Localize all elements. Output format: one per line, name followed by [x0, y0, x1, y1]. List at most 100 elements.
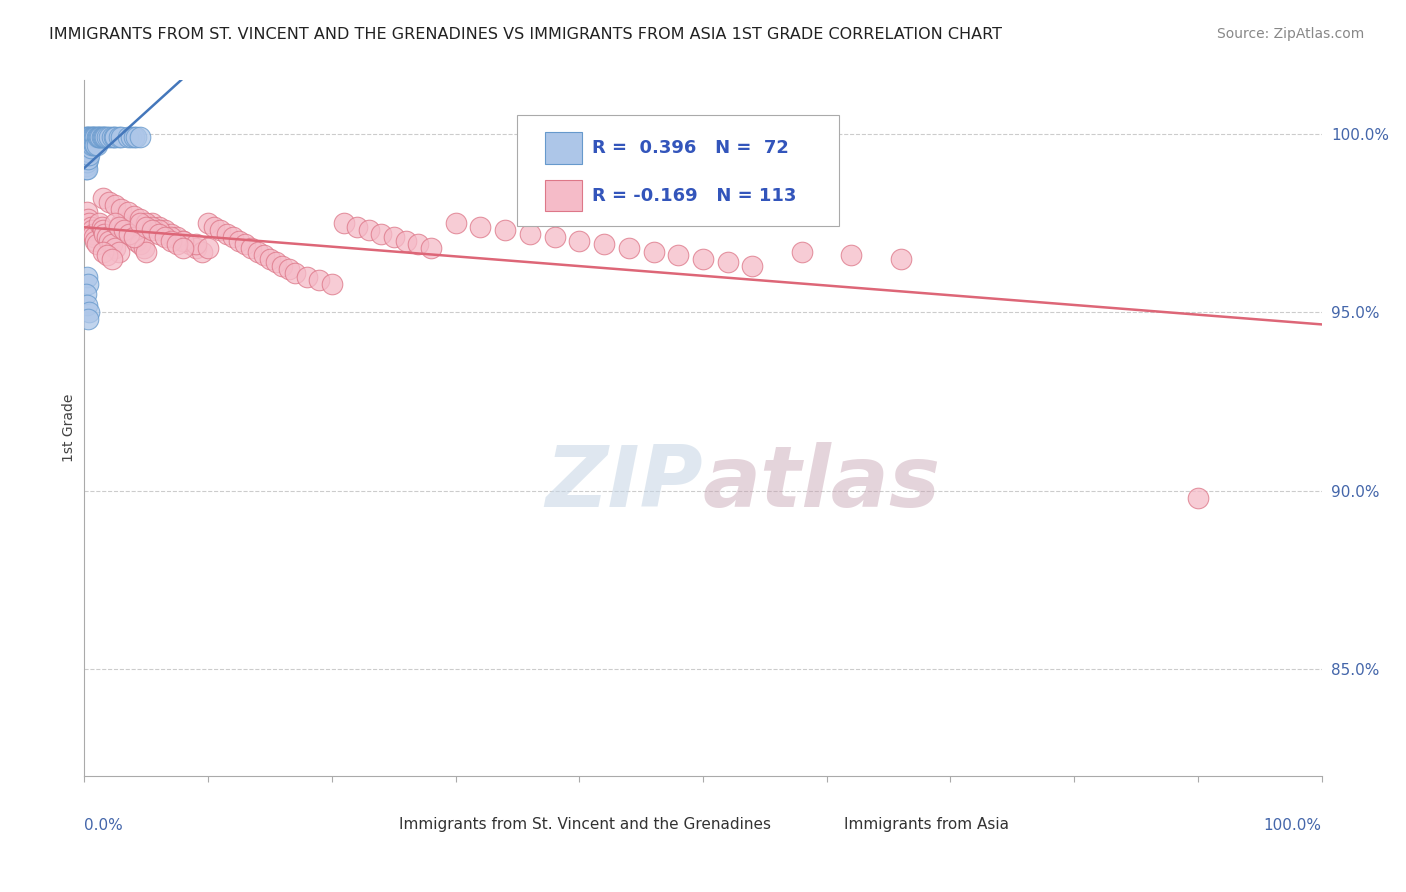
- Point: [122, 209, 145, 223]
- Point: [98, 234, 121, 248]
- Text: atlas: atlas: [703, 442, 941, 525]
- Point: [246, 244, 269, 259]
- Point: [76, 152, 98, 166]
- Point: [82, 227, 104, 241]
- Point: [77, 152, 100, 166]
- Point: [79, 145, 101, 159]
- Point: [86, 137, 108, 152]
- FancyBboxPatch shape: [801, 814, 830, 835]
- Point: [91, 223, 114, 237]
- Point: [77, 277, 100, 291]
- Point: [75, 159, 97, 173]
- Point: [76, 134, 98, 148]
- Point: [228, 234, 250, 248]
- Point: [494, 223, 516, 237]
- Point: [98, 130, 121, 145]
- Point: [160, 227, 183, 241]
- Point: [184, 241, 207, 255]
- Point: [79, 216, 101, 230]
- Text: Immigrants from Asia: Immigrants from Asia: [844, 817, 1010, 832]
- Point: [76, 162, 98, 177]
- Point: [277, 262, 299, 277]
- Point: [103, 130, 125, 145]
- Point: [79, 134, 101, 148]
- Point: [79, 137, 101, 152]
- Point: [79, 130, 101, 145]
- Point: [76, 137, 98, 152]
- Point: [120, 227, 142, 241]
- Point: [83, 130, 105, 145]
- Text: R =  0.396   N =  72: R = 0.396 N = 72: [592, 139, 789, 158]
- Text: IMMIGRANTS FROM ST. VINCENT AND THE GRENADINES VS IMMIGRANTS FROM ASIA 1ST GRADE: IMMIGRANTS FROM ST. VINCENT AND THE GREN…: [49, 27, 1002, 42]
- Point: [91, 244, 114, 259]
- Point: [197, 241, 219, 255]
- Point: [233, 237, 256, 252]
- Point: [118, 227, 141, 241]
- Point: [96, 248, 118, 262]
- Point: [80, 223, 103, 237]
- Point: [172, 234, 194, 248]
- Point: [153, 223, 176, 237]
- Point: [77, 212, 100, 227]
- Point: [129, 216, 152, 230]
- Point: [79, 141, 101, 155]
- FancyBboxPatch shape: [517, 115, 839, 227]
- Point: [141, 216, 163, 230]
- Point: [419, 241, 441, 255]
- Point: [741, 259, 763, 273]
- Point: [90, 130, 112, 145]
- Y-axis label: 1st Grade: 1st Grade: [62, 394, 76, 462]
- Point: [148, 223, 170, 237]
- Text: ZIP: ZIP: [546, 442, 703, 525]
- Point: [80, 134, 103, 148]
- Point: [93, 227, 115, 241]
- Point: [408, 237, 430, 252]
- Point: [129, 212, 152, 227]
- FancyBboxPatch shape: [544, 132, 582, 164]
- FancyBboxPatch shape: [544, 180, 582, 211]
- Point: [253, 248, 276, 262]
- Point: [108, 130, 131, 145]
- Point: [519, 227, 541, 241]
- Point: [357, 223, 380, 237]
- Point: [666, 248, 689, 262]
- Point: [82, 130, 104, 145]
- Point: [148, 219, 170, 234]
- Point: [79, 305, 101, 319]
- Text: 0.0%: 0.0%: [84, 818, 124, 833]
- Point: [76, 130, 98, 145]
- Point: [110, 202, 132, 216]
- Point: [83, 230, 105, 244]
- FancyBboxPatch shape: [357, 814, 384, 835]
- Point: [77, 137, 100, 152]
- Point: [692, 252, 714, 266]
- Point: [76, 148, 98, 162]
- Point: [160, 234, 183, 248]
- Point: [77, 141, 100, 155]
- Point: [153, 230, 176, 244]
- Point: [117, 130, 139, 145]
- Point: [333, 216, 356, 230]
- Point: [395, 234, 418, 248]
- Point: [222, 230, 245, 244]
- Point: [264, 255, 287, 269]
- Point: [110, 130, 132, 145]
- Point: [84, 137, 107, 152]
- Point: [135, 219, 157, 234]
- Point: [79, 134, 101, 148]
- Point: [568, 234, 591, 248]
- Point: [129, 237, 152, 252]
- Point: [79, 141, 101, 155]
- Point: [75, 141, 97, 155]
- Point: [86, 130, 108, 145]
- Point: [77, 312, 100, 326]
- Point: [79, 148, 101, 162]
- Text: 100.0%: 100.0%: [1264, 818, 1322, 833]
- Point: [75, 152, 97, 166]
- Point: [184, 237, 207, 252]
- Point: [104, 130, 127, 145]
- Point: [84, 234, 107, 248]
- Point: [117, 205, 139, 219]
- Point: [100, 130, 122, 145]
- Point: [79, 137, 101, 152]
